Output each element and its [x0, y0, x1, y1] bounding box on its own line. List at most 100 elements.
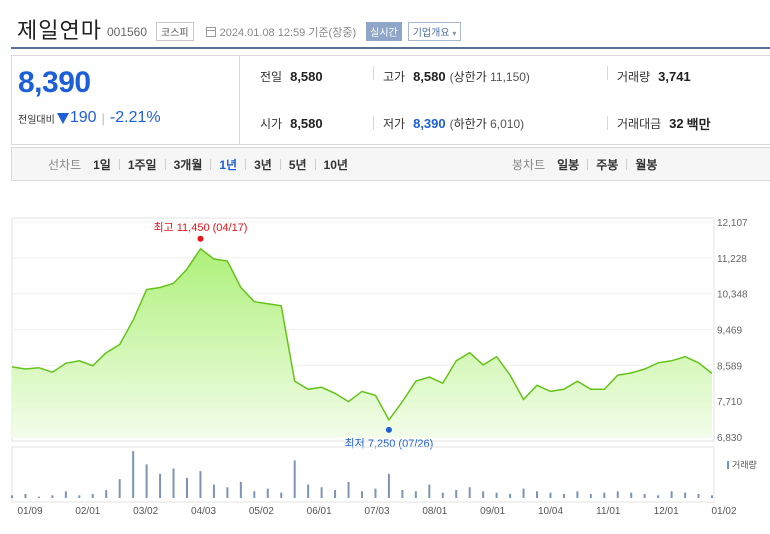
y-tick-label: 12,107	[717, 218, 748, 229]
candle-chart-title: 봉차트	[512, 157, 546, 172]
price-chart-svg: 12,107 11,228 10,348 9,469 8,589 7,710 6,830 최고…	[11, 217, 748, 517]
max-marker	[197, 235, 204, 242]
volume-bar	[589, 493, 592, 498]
volume-value: 3,741	[658, 68, 691, 84]
stock-code: 001560	[106, 25, 148, 39]
volume-bar	[643, 493, 646, 498]
calendar-icon	[205, 26, 216, 37]
realtime-button[interactable]: 실시간	[366, 21, 402, 41]
divider	[607, 66, 608, 80]
volume-bar	[172, 468, 175, 498]
tab-separator	[314, 158, 316, 170]
chevron-down-icon: ▾	[452, 28, 457, 38]
volume-bar	[118, 479, 121, 498]
candle-tab-3[interactable]: 월봉	[635, 157, 658, 172]
prev-close-value: 8,580	[290, 68, 323, 84]
candle-tab-1[interactable]: 일봉	[557, 157, 580, 172]
company-info-dropdown[interactable]: 기업개요 ▾	[407, 21, 462, 41]
divider	[373, 66, 374, 80]
x-tick-label: 06/01	[307, 506, 332, 517]
volume-bar	[159, 473, 162, 498]
volume-bar	[616, 491, 619, 498]
line-tab-7[interactable]: 10년	[323, 157, 348, 172]
divider	[607, 116, 608, 130]
upper-limit-value: 11,150	[490, 69, 526, 84]
divider	[373, 116, 374, 130]
volume-bar	[536, 491, 538, 498]
low-label: 저가	[383, 116, 406, 131]
volume-bar	[105, 489, 108, 498]
volume-bar	[253, 491, 256, 498]
x-tick-label: 09/01	[480, 506, 505, 517]
volume-bar	[468, 487, 471, 498]
volume-bar	[320, 487, 323, 498]
upper-limit: (상한가 11,150)	[449, 69, 530, 84]
volume-label: 거래량	[617, 69, 651, 84]
volume-bar	[603, 492, 606, 498]
high-label: 고가	[383, 69, 406, 84]
line-tab-1[interactable]: 1일	[93, 157, 111, 172]
header-divider	[11, 47, 770, 49]
volume-bar	[78, 495, 81, 498]
line-tab-3[interactable]: 3개월	[173, 157, 203, 172]
change-amount: 190	[69, 109, 97, 126]
low-value: 8,390	[413, 115, 446, 131]
line-tab-4[interactable]: 1년	[219, 157, 238, 172]
price-line	[11, 247, 713, 422]
line-tab-6[interactable]: 5년	[288, 157, 307, 172]
volume-legend: 거래량	[727, 458, 757, 471]
amount-unit: 백만	[686, 116, 711, 132]
volume-bar	[11, 495, 13, 498]
x-tick-label: 03/02	[133, 506, 158, 517]
price-chart: 12,107 11,228 10,348 9,469 8,589 7,710 6,830 최고…	[0, 190, 770, 534]
volume-bar	[441, 492, 444, 498]
lower-limit: (하한가 6,010)	[449, 116, 525, 131]
volume-bar	[657, 495, 660, 498]
volume-bar	[562, 493, 565, 498]
line-tab-5[interactable]: 3년	[254, 157, 272, 172]
volume-bar	[401, 489, 404, 498]
x-tick-label: 10/04	[538, 506, 563, 517]
change-percent: -2.21%	[109, 109, 161, 126]
volume-bar	[64, 491, 67, 498]
high-value: 8,580	[413, 68, 446, 84]
volume-bar	[387, 473, 390, 498]
x-tick-label: 08/01	[422, 506, 447, 517]
volume-bar	[280, 492, 283, 498]
volume-bar	[132, 451, 135, 498]
quote-datetime: 2024.01.08 12:59 기준(장중)	[219, 26, 357, 39]
quote-summary: 8,390 전일대비 190 | -2.21% 전일 8,580 고가 8,58…	[11, 55, 770, 145]
line-chart-title: 선차트	[48, 157, 82, 172]
volume-bar	[334, 489, 337, 498]
price-panel: 8,390 전일대비 190 | -2.21%	[12, 56, 240, 144]
candle-chart-tabs: 봉차트 일봉 주봉 월봉	[512, 148, 657, 180]
market-badge: 코스피	[156, 21, 194, 41]
line-tab-2[interactable]: 1주일	[127, 157, 157, 172]
x-tick-label: 02/01	[75, 506, 100, 517]
change-label: 전일대비	[18, 114, 55, 126]
low-price: 저가 8,390 (하한가 6,010)	[383, 113, 524, 133]
tab-separator	[626, 158, 628, 170]
volume-bar	[509, 493, 512, 498]
min-marker	[385, 426, 392, 433]
y-tick-label: 9,469	[717, 325, 742, 336]
x-tick-label: 07/03	[364, 506, 389, 517]
x-tick-label: 05/02	[249, 506, 274, 517]
volume-bar	[697, 493, 700, 498]
open-price: 시가 8,580	[260, 113, 323, 133]
stock-header: 제일연마 001560 코스피 2024.01.08 12:59 기준(장중) …	[17, 14, 462, 44]
max-annotation: 최고 11,450 (04/17)	[153, 221, 247, 234]
company-info-label: 기업개요	[412, 27, 450, 39]
volume-legend-label: 거래량	[732, 460, 757, 470]
volume-bar	[145, 464, 148, 498]
volume-bar	[361, 491, 363, 498]
volume-bar	[576, 491, 579, 498]
x-tick-label: 01/02	[711, 506, 736, 517]
y-tick-label: 8,589	[717, 361, 742, 372]
min-annotation: 최저 7,250 (07/26)	[345, 437, 434, 450]
volume-bar	[91, 493, 94, 498]
upper-limit-label: 상한가	[453, 69, 487, 84]
candle-tab-2[interactable]: 주봉	[596, 157, 619, 172]
volume-bar	[374, 488, 377, 498]
stock-name: 제일연마	[17, 18, 102, 43]
